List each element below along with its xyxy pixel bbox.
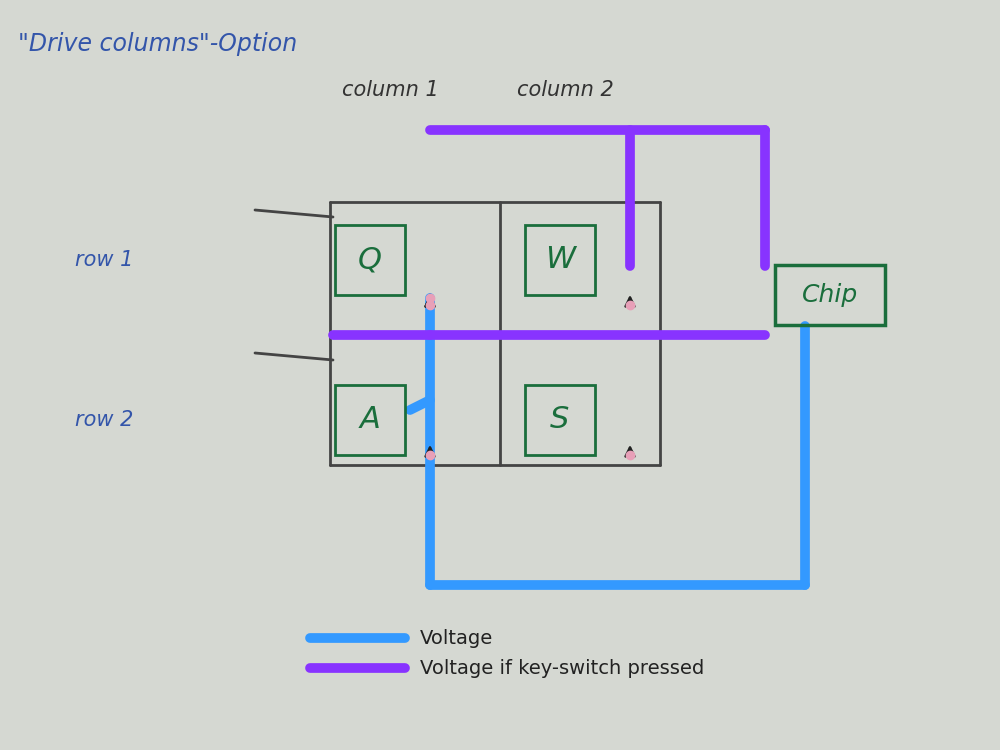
Text: Voltage: Voltage xyxy=(420,628,493,647)
Text: column 1: column 1 xyxy=(342,80,438,100)
Text: S: S xyxy=(550,406,570,434)
Text: row 1: row 1 xyxy=(75,250,133,270)
Text: A: A xyxy=(360,406,380,434)
Text: W: W xyxy=(545,245,575,274)
Bar xyxy=(525,385,595,455)
Text: Chip: Chip xyxy=(802,283,858,307)
Text: Q: Q xyxy=(358,245,382,274)
Bar xyxy=(775,265,885,325)
Text: row 2: row 2 xyxy=(75,410,133,430)
Bar xyxy=(525,225,595,295)
Text: column 2: column 2 xyxy=(517,80,613,100)
Bar xyxy=(335,385,405,455)
Text: Voltage if key-switch pressed: Voltage if key-switch pressed xyxy=(420,658,704,677)
Text: "Drive columns"-Option: "Drive columns"-Option xyxy=(18,32,297,56)
Bar xyxy=(335,225,405,295)
